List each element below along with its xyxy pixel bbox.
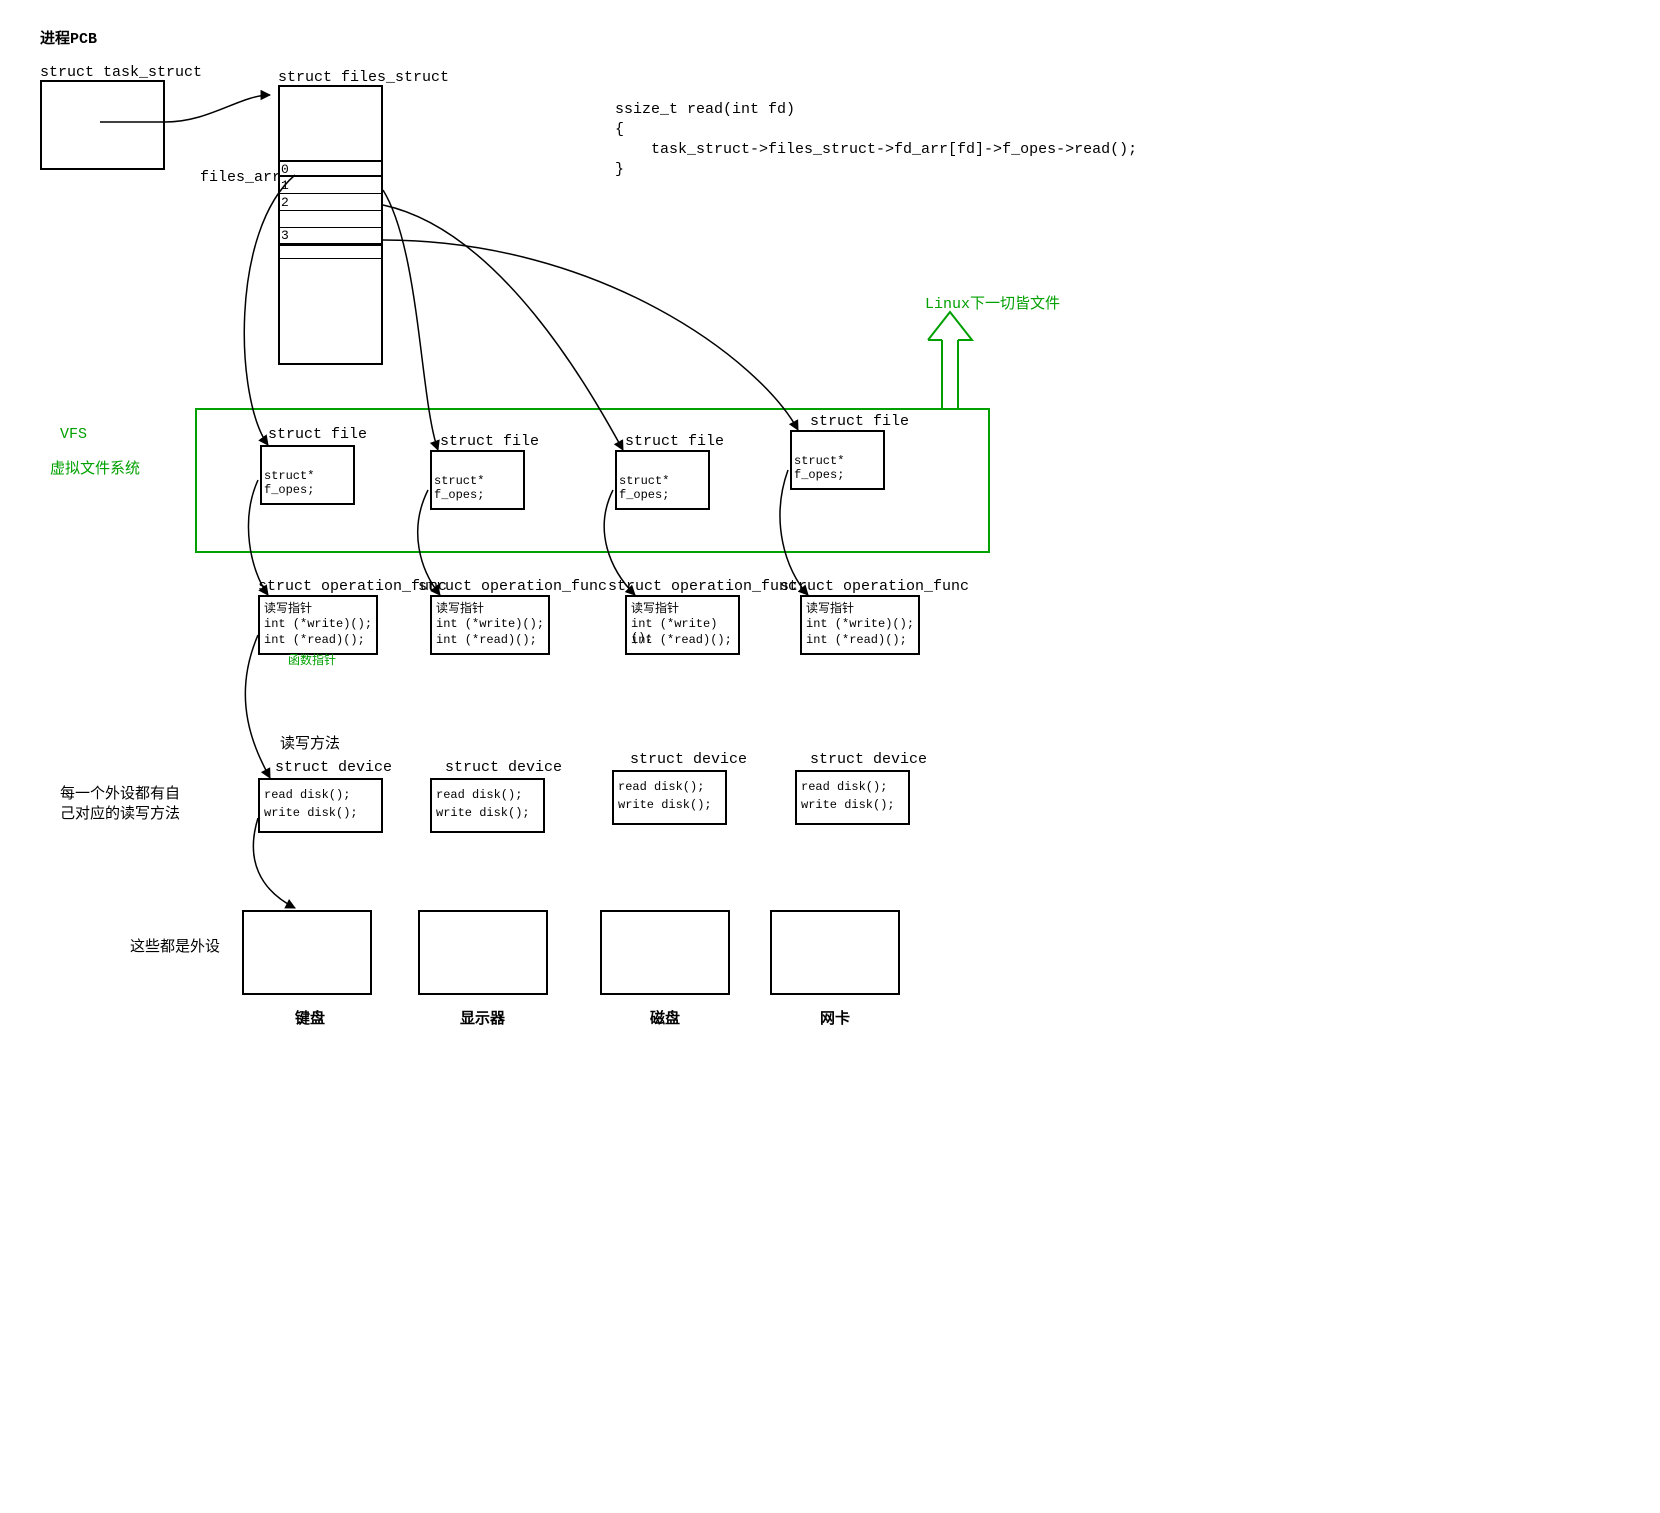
fd-1: 1: [281, 178, 289, 193]
periph-box-1: [418, 910, 548, 995]
opf-title-0: 读写指针: [264, 599, 312, 616]
opf-box-2: 读写指针 int (*write)(); int (*read)();: [625, 595, 740, 655]
divider: [278, 175, 383, 177]
sf-label-3: struct file: [810, 412, 909, 432]
opf-l1-3: int (*write)();: [806, 617, 914, 631]
sf-box-0: struct* f_opes;: [260, 445, 355, 505]
func-ptr-note: 函数指针: [288, 654, 336, 670]
divider: [278, 243, 383, 246]
sf-box-2: struct* f_opes;: [615, 450, 710, 510]
periph-name-1: 显示器: [460, 1010, 505, 1030]
periph-note: 这些都是外设: [130, 938, 220, 958]
sf-label-0: struct file: [268, 425, 367, 445]
opf-title-3: 读写指针: [806, 599, 854, 616]
vfs-label2: 虚拟文件系统: [50, 460, 140, 480]
opf-label-1: struct operation_func: [418, 577, 607, 597]
sf-label-2: struct file: [625, 432, 724, 452]
divider: [278, 193, 383, 194]
fd-3: 3: [281, 228, 289, 243]
periph-name-2: 磁盘: [650, 1010, 680, 1030]
divider: [278, 210, 383, 211]
device-note-l1: 每一个外设都有自: [60, 785, 180, 805]
sf-box-1: struct* f_opes;: [430, 450, 525, 510]
dev-l1-3: read disk();: [801, 780, 887, 794]
divider: [278, 227, 383, 228]
opf-title-1: 读写指针: [436, 599, 484, 616]
dev-l2-2: write disk();: [618, 798, 712, 812]
periph-box-2: [600, 910, 730, 995]
periph-name-3: 网卡: [820, 1010, 850, 1030]
dev-label-0: struct device: [275, 758, 392, 778]
periph-name-0: 键盘: [295, 1010, 325, 1030]
code-line-0: ssize_t read(int fd): [615, 100, 795, 120]
dev-l1-2: read disk();: [618, 780, 704, 794]
opf-l2-3: int (*read)();: [806, 633, 907, 647]
sf-label-1: struct file: [440, 432, 539, 452]
dev-label-3: struct device: [810, 750, 927, 770]
code-line-2: task_struct->files_struct->fd_arr[fd]->f…: [615, 140, 1137, 160]
opf-l1-0: int (*write)();: [264, 617, 372, 631]
opf-box-3: 读写指针 int (*write)(); int (*read)();: [800, 595, 920, 655]
dev-box-1: read disk(); write disk();: [430, 778, 545, 833]
task-struct-box: [40, 80, 165, 170]
opf-label-3: struct operation_func: [780, 577, 969, 597]
code-line-3: }: [615, 160, 624, 180]
dev-box-3: read disk(); write disk();: [795, 770, 910, 825]
opf-l2-2: int (*read)();: [631, 633, 732, 647]
opf-l2-1: int (*read)();: [436, 633, 537, 647]
dev-label-2: struct device: [630, 750, 747, 770]
periph-box-3: [770, 910, 900, 995]
opf-label-2: struct operation_func: [608, 577, 797, 597]
opf-box-1: 读写指针 int (*write)(); int (*read)();: [430, 595, 550, 655]
sf-inner-2: struct* f_opes;: [619, 474, 708, 502]
sf-inner-1: struct* f_opes;: [434, 474, 523, 502]
diagram-canvas: 进程PCB struct task_struct struct files_st…: [0, 0, 1660, 1513]
dev-l1-1: read disk();: [436, 788, 522, 802]
opf-title-2: 读写指针: [631, 599, 679, 616]
opf-l1-1: int (*write)();: [436, 617, 544, 631]
fd-2: 2: [281, 195, 289, 210]
opf-l2-0: int (*read)();: [264, 633, 365, 647]
dev-label-1: struct device: [445, 758, 562, 778]
linux-note: Linux下一切皆文件: [925, 295, 1060, 315]
files-struct-box: [278, 85, 383, 365]
rw-method-label: 读写方法: [280, 735, 340, 755]
sf-box-3: struct* f_opes;: [790, 430, 885, 490]
periph-box-0: [242, 910, 372, 995]
divider: [278, 258, 383, 259]
device-note-l2: 己对应的读写方法: [60, 805, 180, 825]
dev-l2-1: write disk();: [436, 806, 530, 820]
dev-l2-0: write disk();: [264, 806, 358, 820]
divider: [278, 160, 383, 162]
dev-box-0: read disk(); write disk();: [258, 778, 383, 833]
code-line-1: {: [615, 120, 624, 140]
vfs-label: VFS: [60, 425, 87, 445]
title: 进程PCB: [40, 30, 97, 50]
sf-inner-3: struct* f_opes;: [794, 454, 883, 482]
dev-l2-3: write disk();: [801, 798, 895, 812]
dev-box-2: read disk(); write disk();: [612, 770, 727, 825]
files-arr-label: files_arr: [200, 168, 281, 188]
fd-0: 0: [281, 162, 289, 177]
sf-inner-0: struct* f_opes;: [264, 469, 353, 497]
opf-box-0: 读写指针 int (*write)(); int (*read)();: [258, 595, 378, 655]
dev-l1-0: read disk();: [264, 788, 350, 802]
